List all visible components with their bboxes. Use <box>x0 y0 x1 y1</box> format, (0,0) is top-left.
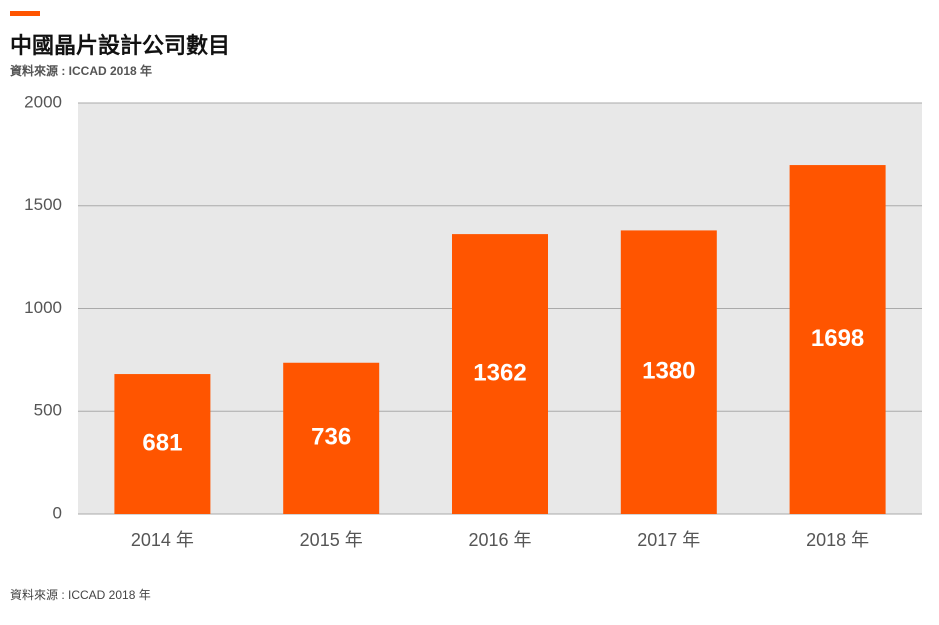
value-label: 736 <box>311 424 351 451</box>
accent-bar <box>10 11 40 16</box>
y-tick-label: 500 <box>34 401 62 420</box>
bar <box>114 374 211 514</box>
value-label: 681 <box>142 429 182 456</box>
value-label: 1380 <box>642 358 695 385</box>
bar <box>452 234 548 514</box>
y-tick-label: 2000 <box>24 92 62 111</box>
x-tick-label: 2018 年 <box>806 530 869 550</box>
y-tick-label: 1500 <box>24 195 62 214</box>
value-label: 1362 <box>473 359 526 386</box>
y-tick-label: 1000 <box>24 298 62 317</box>
x-tick-label: 2016 年 <box>468 530 531 550</box>
y-tick-label: 0 <box>53 503 62 522</box>
chart-footer: 資料來源 : ICCAD 2018 年 <box>10 588 151 602</box>
chart-title: 中國晶片設計公司數目 <box>10 33 230 58</box>
bar <box>789 165 886 514</box>
x-tick-label: 2015 年 <box>300 530 363 550</box>
x-tick-label: 2014 年 <box>131 530 194 550</box>
x-tick-label: 2017 年 <box>637 530 700 550</box>
value-label: 1698 <box>811 325 864 352</box>
bar <box>283 362 380 514</box>
chart-source: 資料來源 : ICCAD 2018 年 <box>10 63 152 78</box>
bar <box>620 230 717 514</box>
